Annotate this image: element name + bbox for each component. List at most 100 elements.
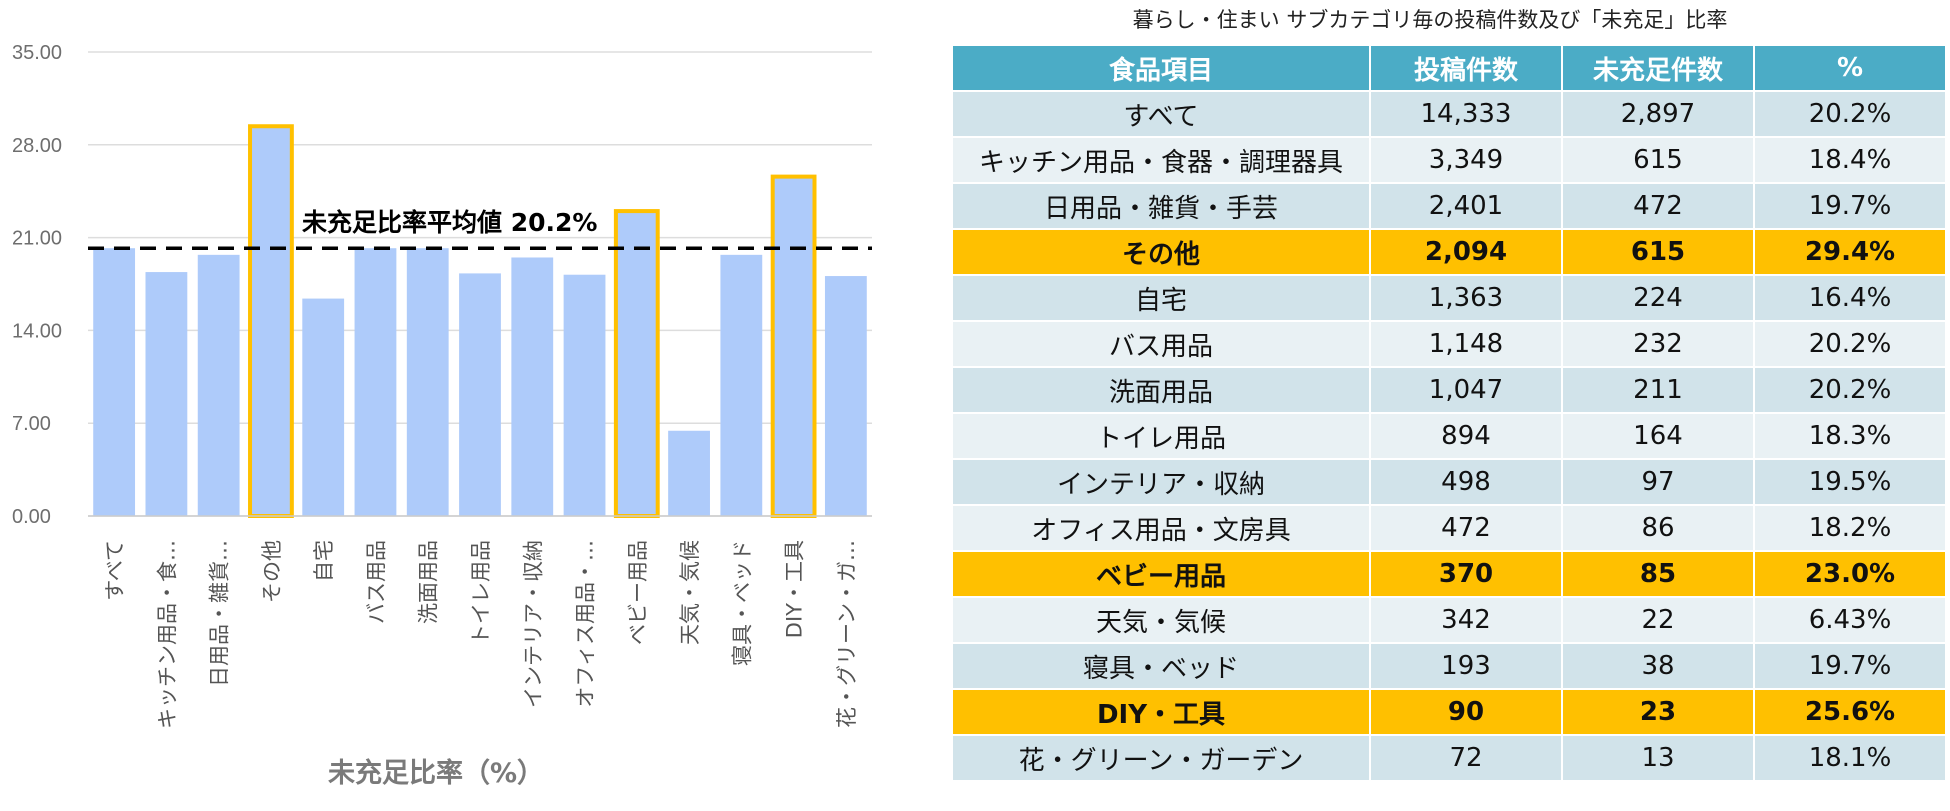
table-row: トイレ用品 894 164 18.3%	[951, 412, 1947, 460]
cell-posts: 14,333	[1369, 90, 1563, 138]
data-table: 食品項目 投稿件数 未充足件数 % すべて 14,333 2,897 20.2% キッチ…	[951, 44, 1947, 782]
cell-item: インテリア・収納	[951, 458, 1371, 506]
x-tick-label: キッチン用品・食…	[155, 540, 179, 729]
table-row: ベビー用品 370 85 23.0%	[951, 550, 1947, 598]
cell-item: 洗面用品	[951, 366, 1371, 414]
cell-unmet: 615	[1561, 228, 1755, 276]
cell-unmet: 472	[1561, 182, 1755, 230]
header-unmet: 未充足件数	[1561, 44, 1755, 92]
cell-item: すべて	[951, 90, 1371, 138]
bar	[824, 276, 867, 516]
bar	[248, 124, 294, 519]
y-tick-label: 21.00	[12, 228, 62, 250]
table-row: すべて 14,333 2,897 20.2%	[951, 90, 1947, 138]
cell-unmet: 224	[1561, 274, 1755, 322]
cell-unmet: 86	[1561, 504, 1755, 552]
cell-posts: 72	[1369, 734, 1563, 782]
header-posts: 投稿件数	[1369, 44, 1563, 92]
table-body: すべて 14,333 2,897 20.2% キッチン用品・食器・調理器具 3,349 61…	[951, 90, 1947, 782]
cell-percent: 19.7%	[1753, 182, 1947, 230]
table-row: 天気・気候 342 22 6.43%	[951, 596, 1947, 644]
cell-percent: 20.2%	[1753, 366, 1947, 414]
cell-percent: 18.4%	[1753, 136, 1947, 184]
cell-unmet: 615	[1561, 136, 1755, 184]
bar	[354, 248, 397, 516]
table-row: 花・グリーン・ガーデン 72 13 18.1%	[951, 734, 1947, 782]
cell-unmet: 97	[1561, 458, 1755, 506]
x-axis-title: 未充足比率（%）	[328, 757, 544, 789]
bar	[145, 272, 188, 516]
cell-percent: 6.43%	[1753, 596, 1947, 644]
cell-unmet: 22	[1561, 596, 1755, 644]
cell-posts: 2,401	[1369, 182, 1563, 230]
cell-unmet: 211	[1561, 366, 1755, 414]
table-row: キッチン用品・食器・調理器具 3,349 615 18.4%	[951, 136, 1947, 184]
cell-percent: 25.6%	[1753, 688, 1947, 736]
cell-percent: 29.4%	[1753, 228, 1947, 276]
table-title: 暮らし・住まい サブカテゴリ毎の投稿件数及び「未充足」比率	[1132, 8, 1728, 32]
x-tick-label: 花・グリーン・ガ…	[835, 540, 859, 728]
bar	[770, 174, 817, 518]
x-tick-label: DIY・工具	[783, 540, 807, 638]
y-tick-label: 14.00	[12, 320, 62, 342]
table-row: インテリア・収納 498 97 19.5%	[951, 458, 1947, 506]
cell-unmet: 232	[1561, 320, 1755, 368]
cell-percent: 18.1%	[1753, 734, 1947, 782]
cell-item: トイレ用品	[951, 412, 1371, 460]
y-tick-label: 7.00	[12, 413, 51, 435]
bar	[668, 430, 710, 516]
x-tick-label: 天気・気候	[678, 540, 702, 645]
header-percent: %	[1753, 44, 1947, 92]
x-tick-label: 自宅	[312, 540, 336, 582]
cell-percent: 19.5%	[1753, 458, 1947, 506]
cell-posts: 193	[1369, 642, 1563, 690]
cell-posts: 1,148	[1369, 320, 1563, 368]
cell-item: オフィス用品・文房具	[951, 504, 1371, 552]
cell-percent: 23.0%	[1753, 550, 1947, 598]
y-tick-label: 0.00	[12, 506, 51, 528]
table-header-row: 食品項目 投稿件数 未充足件数 %	[951, 44, 1947, 92]
cell-item: バス用品	[951, 320, 1371, 368]
x-tick-label: 日用品・雑貨…	[208, 540, 232, 687]
bar	[720, 254, 763, 516]
cell-posts: 370	[1369, 550, 1563, 598]
table-row: 洗面用品 1,047 211 20.2%	[951, 366, 1947, 414]
bar	[197, 254, 240, 516]
bar	[302, 298, 345, 516]
bar	[511, 257, 554, 516]
cell-posts: 90	[1369, 688, 1563, 736]
x-tick-label: 寝具・ベッド	[730, 540, 754, 666]
x-tick-label: バス用品	[364, 540, 388, 624]
cell-posts: 3,349	[1369, 136, 1563, 184]
cell-posts: 342	[1369, 596, 1563, 644]
table-row: 寝具・ベッド 193 38 19.7%	[951, 642, 1947, 690]
cell-posts: 1,363	[1369, 274, 1563, 322]
table-row: DIY・工具 90 23 25.6%	[951, 688, 1947, 736]
cell-item: キッチン用品・食器・調理器具	[951, 136, 1371, 184]
header-item: 食品項目	[951, 44, 1371, 92]
cell-posts: 2,094	[1369, 228, 1563, 276]
x-tick-label: インテリア・収納	[521, 540, 545, 708]
bar	[613, 209, 660, 518]
cell-item: DIY・工具	[951, 688, 1371, 736]
x-tick-label: ベビー用品	[626, 540, 650, 645]
bar-chart-svg: 0.00 7.00 14.00 21.00 28.00 35.00 すべて キッチン用品・食……	[12, 42, 872, 789]
average-label: 未充足比率平均値 20.2%	[302, 208, 597, 237]
cell-unmet: 85	[1561, 550, 1755, 598]
cell-item: その他	[951, 228, 1371, 276]
table-row: 日用品・雑貨・手芸 2,401 472 19.7%	[951, 182, 1947, 230]
y-tick-label: 35.00	[12, 42, 62, 64]
cell-percent: 20.2%	[1753, 90, 1947, 138]
cell-item: 自宅	[951, 274, 1371, 322]
cell-percent: 19.7%	[1753, 642, 1947, 690]
x-tick-label: すべて	[103, 540, 127, 601]
cell-percent: 20.2%	[1753, 320, 1947, 368]
cell-percent: 16.4%	[1753, 274, 1947, 322]
bar	[459, 273, 501, 516]
table-row: オフィス用品・文房具 472 86 18.2%	[951, 504, 1947, 552]
cell-unmet: 2,897	[1561, 90, 1755, 138]
table-row: その他 2,094 615 29.4%	[951, 228, 1947, 276]
cell-unmet: 164	[1561, 412, 1755, 460]
y-tick-label: 28.00	[12, 135, 62, 157]
table-panel: 暮らし・住まい サブカテゴリ毎の投稿件数及び「未充足」比率 食品項目 投稿件数 …	[950, 0, 1950, 811]
